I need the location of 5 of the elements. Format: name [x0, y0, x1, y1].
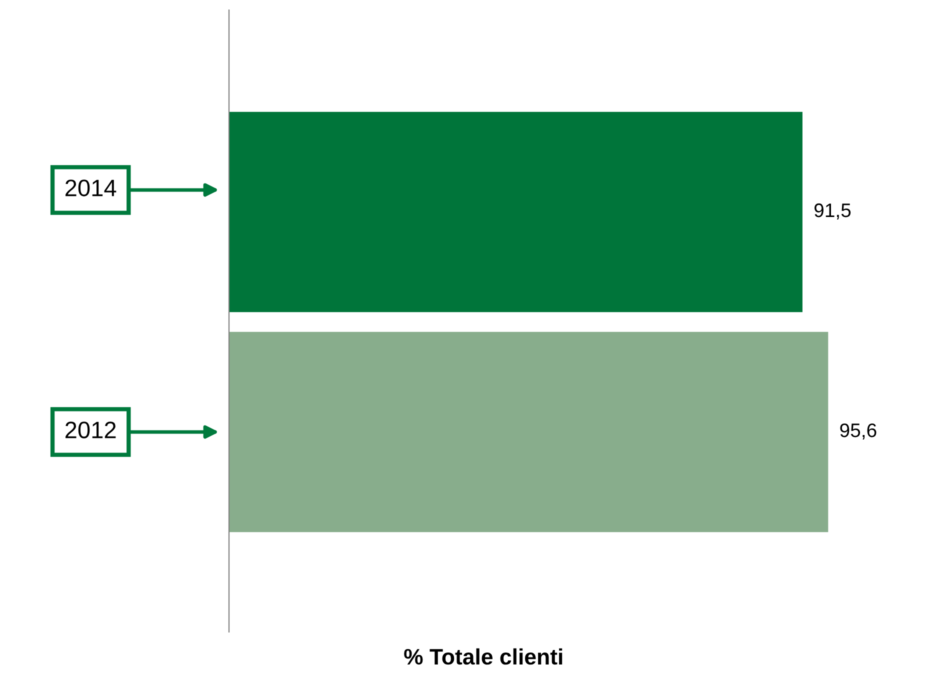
data-label: 95,6: [840, 423, 876, 440]
y-tick-label: 2012: [66, 422, 116, 438]
x-axis-title: % Totale clienti: [404, 648, 562, 665]
data-label: 91,5: [814, 203, 851, 220]
y-tick-label: 2014: [66, 180, 116, 196]
